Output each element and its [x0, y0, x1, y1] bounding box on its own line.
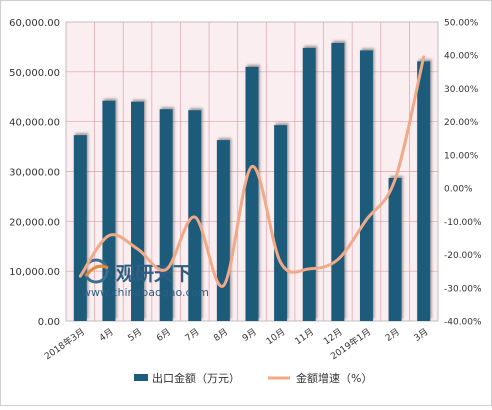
- left-tick-label: 50,000.00: [9, 68, 60, 79]
- left-tick-label: 0.00: [38, 317, 60, 328]
- right-tick-label: 20.00%: [444, 118, 479, 128]
- right-tick-label: 30.00%: [444, 85, 479, 95]
- legend-line-label: 金额增速（%）: [296, 371, 372, 385]
- watermark-url: www.chinabaogao.com: [82, 286, 209, 299]
- left-tick-label: 10,000.00: [9, 267, 60, 278]
- left-tick-label: 40,000.00: [9, 118, 60, 129]
- right-axis: -40.00% -30.00% -20.00% -10.00% 0.00% 10.00% 2…: [444, 19, 482, 328]
- right-tick-label: -30.00%: [444, 284, 482, 294]
- bar: [388, 177, 402, 321]
- right-tick-label: -20.00%: [444, 251, 482, 261]
- right-tick-label: -40.00%: [444, 318, 482, 328]
- bar: [73, 135, 87, 321]
- bar: [359, 50, 373, 321]
- legend: 出口金额（万元） 金额增速（%）: [134, 371, 372, 385]
- bar: [302, 47, 316, 322]
- right-tick-label: 0.00%: [444, 185, 473, 195]
- growth-line: [78, 55, 426, 288]
- legend-bar-label: 出口金额（万元）: [152, 371, 240, 385]
- right-tick-label: 10.00%: [444, 151, 479, 161]
- bar: [216, 140, 230, 321]
- bar: [417, 61, 431, 321]
- left-tick-label: 20,000.00: [9, 217, 60, 228]
- left-axis: 0.00 10,000.00 20,000.00 30,000.00 40,000.00…: [9, 18, 60, 328]
- left-tick-label: 30,000.00: [9, 168, 60, 179]
- left-tick-label: 60,000.00: [9, 18, 60, 29]
- right-tick-label: -10.00%: [444, 218, 482, 228]
- bar: [331, 42, 345, 322]
- right-tick-label: 40.00%: [444, 52, 479, 62]
- right-tick-label: 50.00%: [444, 19, 479, 29]
- bar: [131, 101, 145, 321]
- bar: [274, 125, 288, 321]
- line-series: [78, 55, 426, 288]
- bar-series: [73, 42, 431, 322]
- watermark-brand: 观研天下: [116, 263, 192, 285]
- bar: [245, 66, 259, 321]
- watermark: 观研天下 www.chinabaogao.com: [82, 258, 209, 299]
- legend-bar-swatch: [134, 374, 148, 381]
